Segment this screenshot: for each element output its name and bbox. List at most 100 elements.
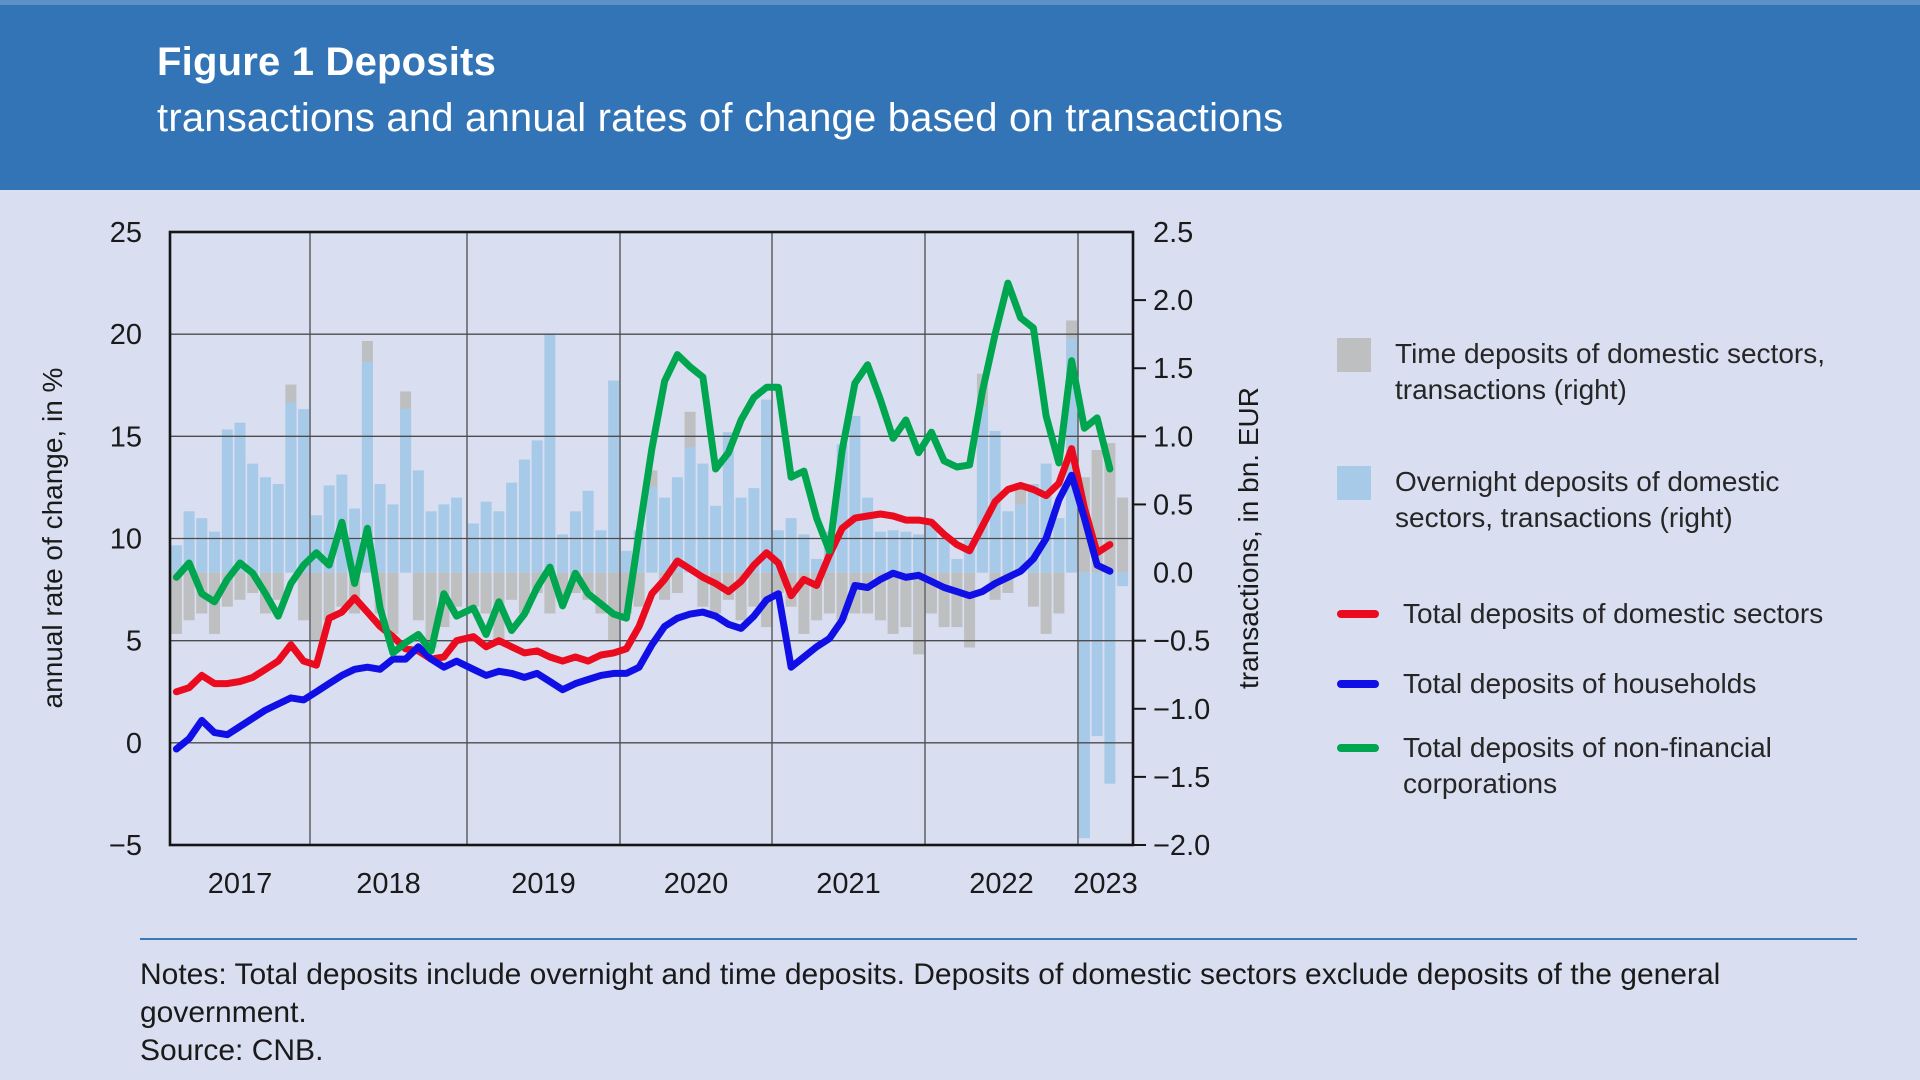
y-left-tick-label: 10 — [110, 524, 142, 556]
overnight-deposit-bar — [425, 511, 437, 573]
legend-item-overnight-deposits: Overnight deposits of domestic sectors, … — [1337, 464, 1779, 536]
overnight-deposit-bar — [272, 484, 284, 573]
overnight-deposit-bar — [310, 515, 322, 573]
time-deposit-bar — [1091, 450, 1103, 573]
overnight-deposit-bar — [684, 447, 696, 573]
time-deposit-bar — [900, 572, 912, 628]
overnight-deposit-bar — [183, 511, 195, 573]
overnight-deposit-bar — [196, 518, 208, 573]
overnight-deposit-bar — [1117, 572, 1129, 587]
overnight-deposit-bar — [557, 534, 569, 573]
overnight-deposit-bar — [900, 531, 912, 573]
notes-separator — [140, 938, 1857, 940]
x-year-label: 2017 — [208, 868, 273, 900]
time-deposit-bar — [506, 572, 518, 600]
overnight-deposit-bar — [298, 409, 310, 573]
time-deposit-bar — [925, 572, 937, 614]
time-deposit-bar — [234, 572, 246, 600]
figure-title: Figure 1 Deposits — [157, 40, 497, 84]
overnight-deposit-bar — [247, 463, 259, 573]
time-deposit-bar — [811, 572, 823, 621]
time-deposit-bar — [722, 572, 734, 600]
blue-line-swatch-icon — [1337, 680, 1379, 688]
y-right-tick-label: 1.5 — [1153, 353, 1193, 385]
time-deposit-bar — [938, 572, 950, 628]
y-right-tick-label: −0.5 — [1153, 626, 1210, 658]
y-left-axis-title: annual rate of change, in % — [37, 368, 68, 709]
legend-label: Total deposits of households — [1403, 668, 1757, 699]
overnight-deposit-bar — [1104, 572, 1116, 784]
time-deposit-bar — [247, 572, 259, 593]
overnight-deposit-bar — [836, 444, 848, 573]
legend-label: Overnight deposits of domestic sectors, … — [1395, 466, 1780, 533]
y-left-tick-label: 25 — [110, 217, 142, 249]
time-deposit-bar — [823, 572, 835, 614]
overnight-deposit-bar — [170, 545, 182, 573]
legend-item-total-households: Total deposits of households — [1337, 666, 1756, 702]
overnight-deposit-bar — [544, 334, 556, 573]
x-year-label: 2019 — [511, 868, 576, 900]
time-deposit-bar — [1104, 443, 1116, 573]
time-deposit-bar — [951, 572, 963, 628]
source-text: Source: CNB. — [140, 1034, 324, 1067]
time-deposit-bar — [772, 572, 784, 593]
time-deposit-bar — [748, 572, 760, 607]
time-deposit-bar — [608, 572, 620, 641]
time-deposit-bar — [887, 572, 899, 634]
overnight-deposit-bar — [221, 429, 233, 573]
time-deposit-bar — [480, 572, 492, 614]
overnight-deposit-bar — [285, 402, 297, 573]
overnight-deposit-bar — [1053, 518, 1065, 573]
time-deposit-bar — [183, 572, 195, 621]
overnight-deposit-bar — [595, 530, 607, 573]
series-line-total-deposits-of-non-financial-corporations — [172, 279, 1114, 657]
overnight-deposit-bar — [506, 482, 518, 573]
overnight-deposit-bar — [480, 501, 492, 573]
y-right-tick-label: 0.5 — [1153, 489, 1193, 521]
time-deposit-bar — [671, 572, 683, 593]
legend-item-total-nfc: Total deposits of non-financial corporat… — [1337, 730, 1772, 802]
time-deposit-bar — [633, 572, 645, 607]
notes-text: Notes: Total deposits include overnight … — [140, 958, 1721, 1029]
time-deposit-bar — [425, 572, 437, 648]
time-deposit-bar — [557, 572, 569, 600]
overnight-deposit-bar — [1091, 572, 1103, 737]
overnight-deposit-bar — [531, 440, 543, 573]
overnight-deposit-bar — [951, 558, 963, 573]
overnight-deposit-bar — [748, 488, 760, 573]
overnight-deposits-swatch-icon — [1337, 466, 1371, 500]
overnight-deposit-bar — [1040, 463, 1052, 573]
time-deposit-bar — [697, 572, 709, 607]
overnight-deposit-bar — [925, 524, 937, 573]
overnight-deposit-bar — [874, 531, 886, 573]
series-line-total-deposits-of-households — [172, 471, 1114, 753]
header-banner: Figure 1 Deposits transactions and annua… — [0, 0, 1920, 190]
time-deposit-bar — [862, 572, 874, 614]
time-deposit-bar — [323, 572, 335, 621]
overnight-deposit-bar — [772, 530, 784, 573]
series-line-total-deposits-of-domestic-sectors — [172, 445, 1114, 696]
legend-label: Total deposits of non-financial corporat… — [1403, 732, 1772, 799]
time-deposit-bar — [1002, 572, 1014, 593]
overnight-deposit-bar — [761, 399, 773, 573]
time-deposit-bar — [518, 572, 530, 614]
overnight-deposit-bar — [412, 470, 424, 573]
red-line-swatch-icon — [1337, 610, 1379, 618]
time-deposit-bar — [221, 572, 233, 607]
overnight-deposit-bar — [646, 486, 658, 573]
x-year-label: 2023 — [1073, 868, 1138, 900]
time-deposit-bar — [710, 572, 722, 614]
x-year-label: 2021 — [816, 868, 881, 900]
y-left-tick-label: 20 — [110, 319, 142, 351]
overnight-deposit-bar — [260, 477, 271, 573]
overnight-deposit-bar — [913, 534, 925, 573]
overnight-deposit-bar — [361, 361, 373, 573]
time-deposit-bar — [836, 572, 848, 621]
y-right-tick-label: 2.0 — [1153, 285, 1193, 317]
time-deposit-bar — [1117, 497, 1129, 573]
time-deposit-bar — [964, 572, 976, 648]
y-left-tick-label: 0 — [126, 728, 142, 760]
time-deposit-bar — [349, 572, 361, 614]
plot-frame — [168, 230, 1135, 847]
